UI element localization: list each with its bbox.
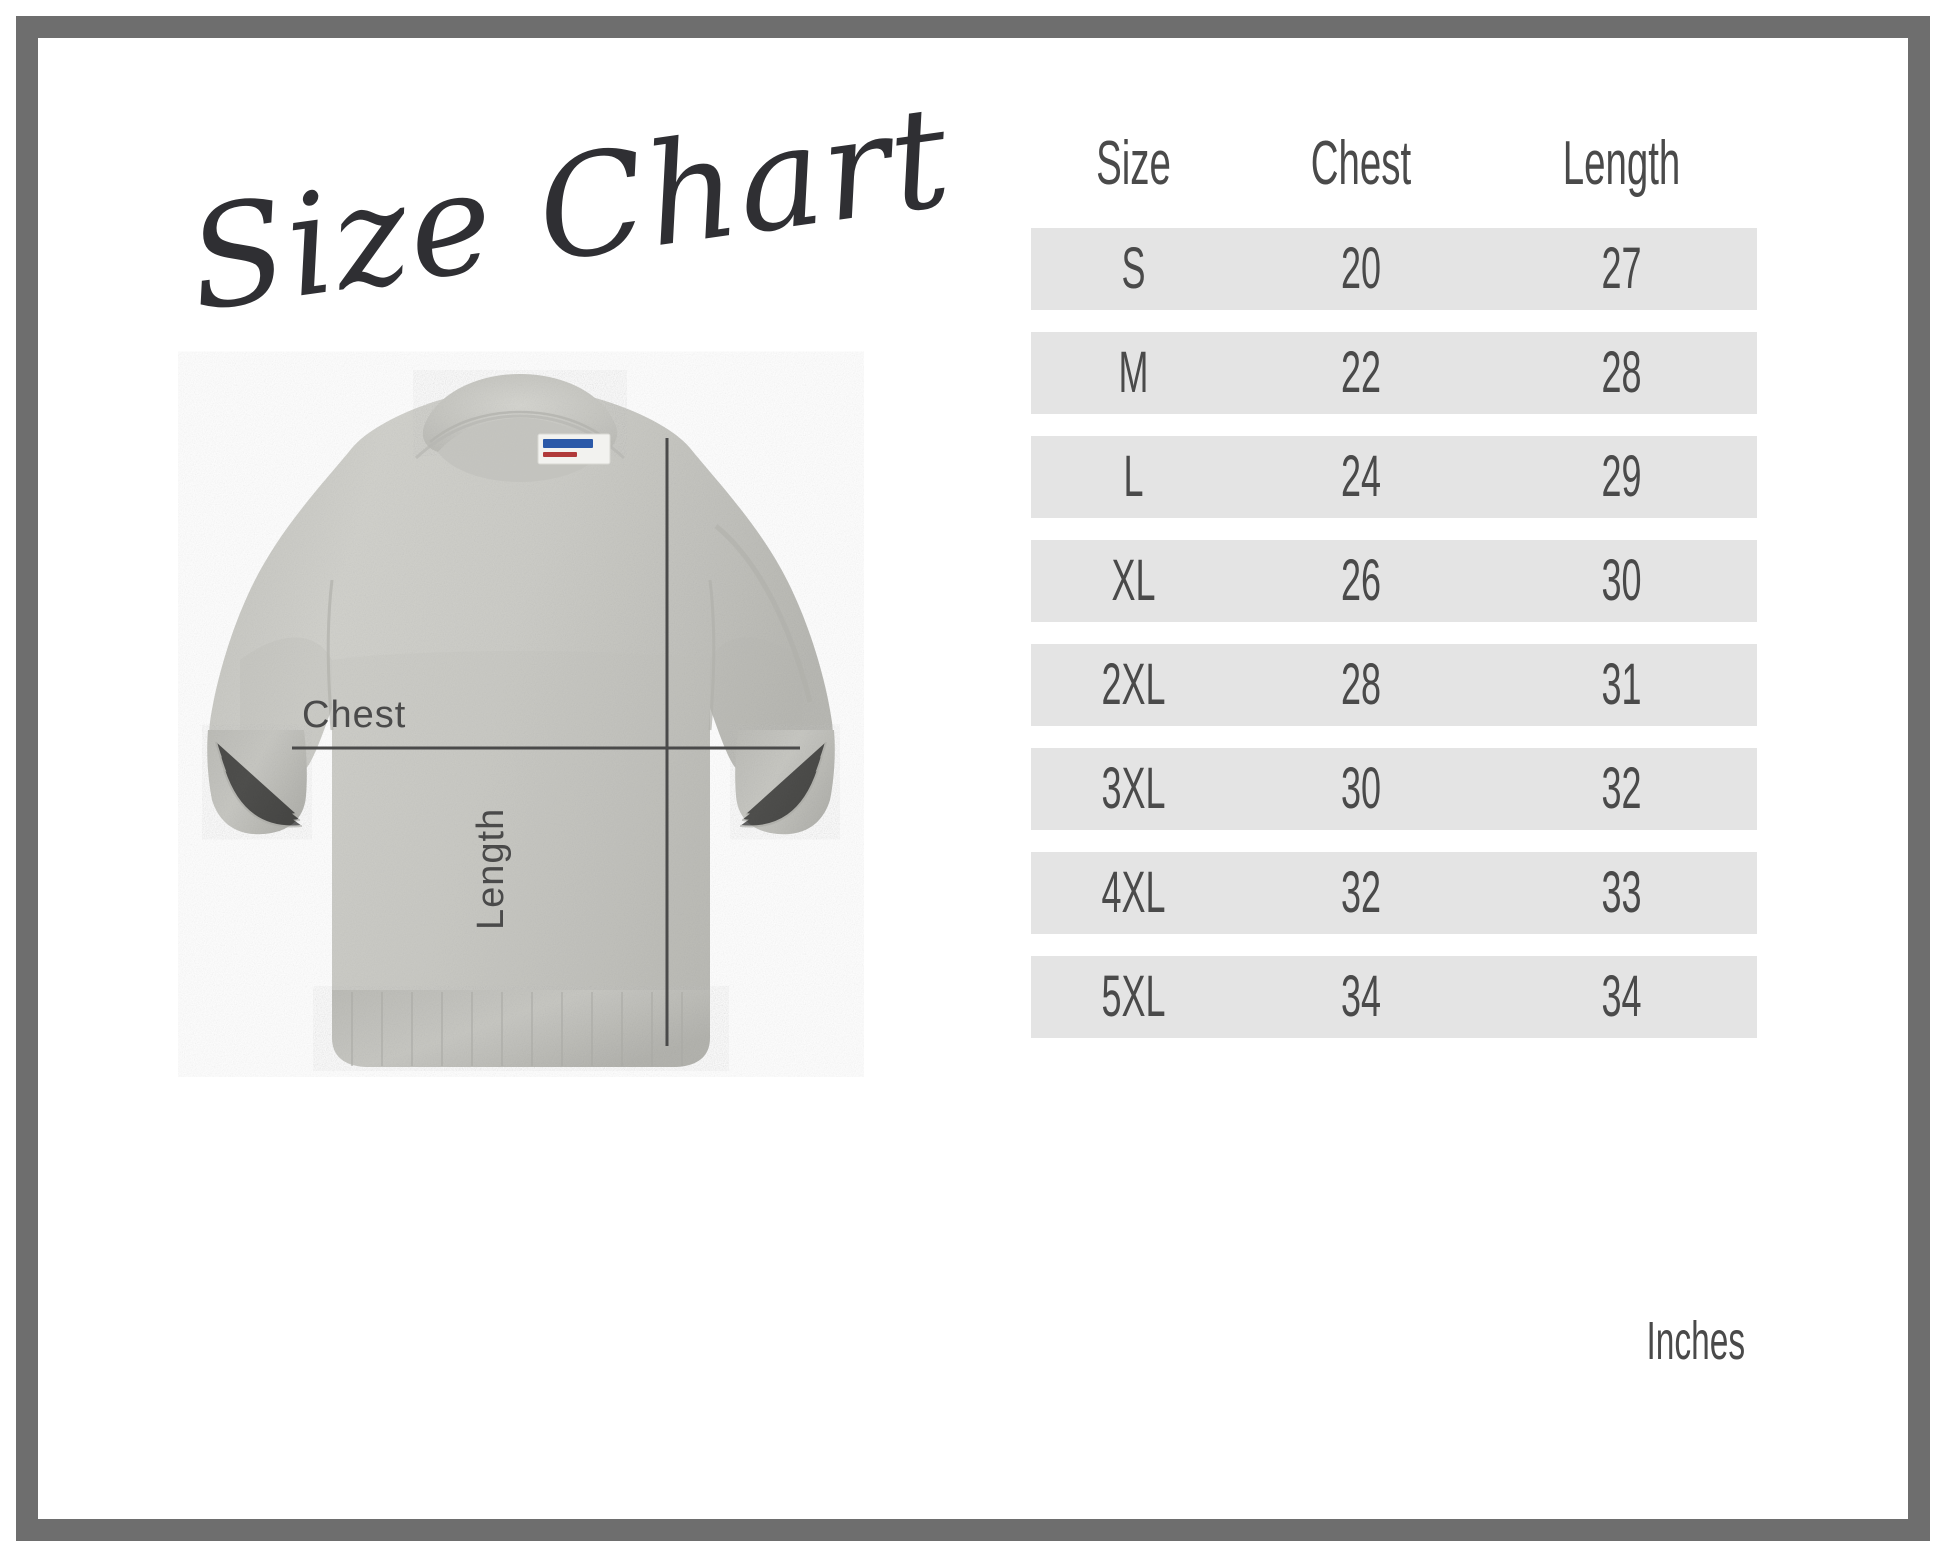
table-row[interactable]: 2XL 28 31 — [1031, 644, 1757, 726]
measurement-guides — [292, 438, 800, 1046]
table-row[interactable]: 4XL 32 33 — [1031, 852, 1757, 934]
column-header-length: Length — [1562, 129, 1681, 198]
waistband — [332, 990, 710, 1067]
cell-length: 30 — [1601, 548, 1642, 613]
table-row[interactable]: XL 26 30 — [1031, 540, 1757, 622]
cell-chest: 22 — [1340, 340, 1381, 405]
size-table: Size Chest Length S 20 27 M 22 28 L 24 2… — [1031, 118, 1757, 1060]
cell-chest: 28 — [1340, 652, 1381, 717]
table-row[interactable]: M 22 28 — [1031, 332, 1757, 414]
table-row[interactable]: S 20 27 — [1031, 228, 1757, 310]
cell-size: XL — [1111, 548, 1156, 613]
cell-chest: 32 — [1340, 860, 1381, 925]
cuff-right — [735, 730, 835, 835]
cell-length: 28 — [1601, 340, 1642, 405]
cell-size: M — [1118, 340, 1149, 405]
units-label-wrap: Inches — [1031, 1310, 1757, 1372]
table-row[interactable]: L 24 29 — [1031, 436, 1757, 518]
chest-guide-label: Chest — [302, 694, 407, 736]
cell-size: S — [1121, 236, 1146, 301]
cell-chest: 34 — [1340, 964, 1381, 1029]
cell-length: 32 — [1601, 756, 1642, 821]
units-label: Inches — [1646, 1311, 1745, 1371]
cell-size: L — [1123, 444, 1144, 509]
cuff-left — [207, 730, 307, 835]
cell-chest: 26 — [1340, 548, 1381, 613]
cell-length: 31 — [1601, 652, 1642, 717]
cell-length: 29 — [1601, 444, 1642, 509]
sweatshirt-image — [120, 330, 920, 1140]
table-row[interactable]: 3XL 30 32 — [1031, 748, 1757, 830]
table-row[interactable]: 5XL 34 34 — [1031, 956, 1757, 1038]
cell-size: 2XL — [1101, 652, 1166, 717]
cell-chest: 24 — [1340, 444, 1381, 509]
cell-length: 34 — [1601, 964, 1642, 1029]
column-header-size: Size — [1096, 129, 1171, 198]
cell-size: 3XL — [1101, 756, 1166, 821]
cell-length: 33 — [1601, 860, 1642, 925]
cell-size: 4XL — [1101, 860, 1166, 925]
length-guide-label: Length — [470, 807, 512, 930]
cell-chest: 20 — [1340, 236, 1381, 301]
cell-length: 27 — [1601, 236, 1642, 301]
brand-label — [537, 433, 611, 465]
column-header-chest: Chest — [1310, 129, 1412, 198]
table-header-row: Size Chest Length — [1031, 118, 1757, 210]
cell-size: 5XL — [1101, 964, 1166, 1029]
sweatshirt-body — [207, 374, 835, 1067]
cell-chest: 30 — [1340, 756, 1381, 821]
